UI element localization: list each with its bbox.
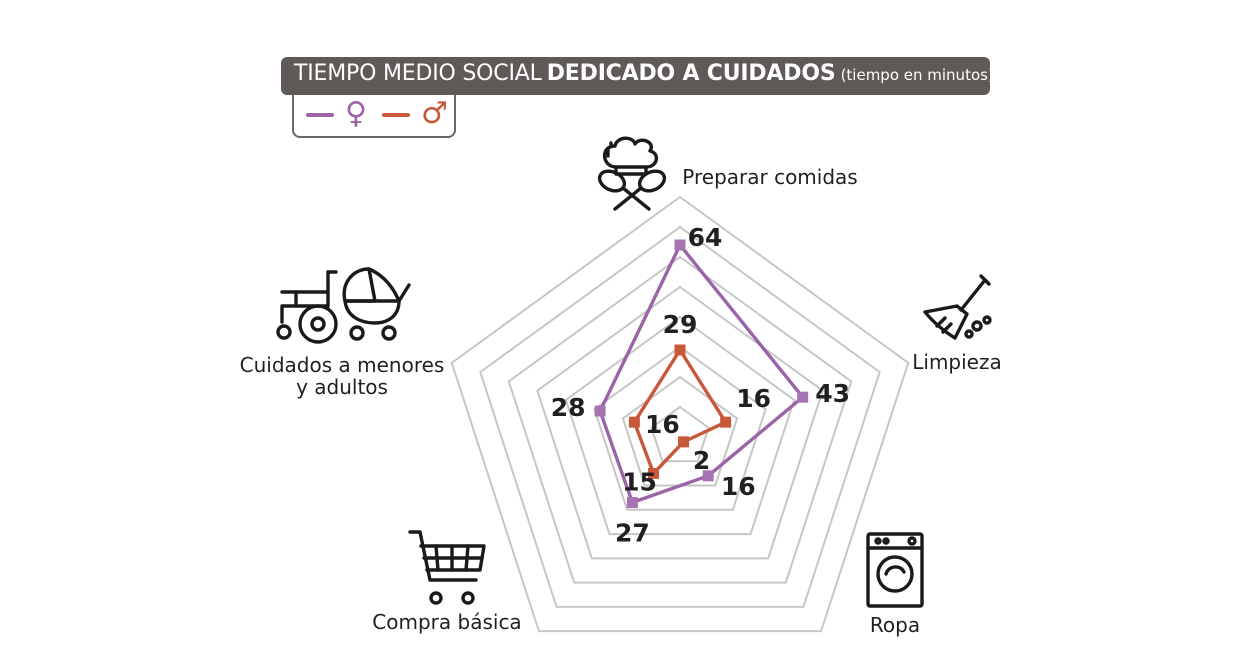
shopping-cart-icon xyxy=(408,530,486,605)
grid-ring-3 xyxy=(593,345,767,511)
value-label-male-3: 2 xyxy=(693,446,710,475)
legend-line-female xyxy=(306,113,334,117)
radar-grid xyxy=(450,195,910,633)
point-female-3 xyxy=(702,470,714,482)
radar-labels: 29 16 2 15 16 64 43 16 27 28 Preparar comidas Limpi… xyxy=(240,165,1002,637)
grid-ring-6 xyxy=(507,255,853,584)
series-line-female xyxy=(598,243,805,505)
category-label-5: Cuidados a menores y adultos xyxy=(240,353,445,399)
wheelchair-icon xyxy=(276,270,338,344)
legend: ♀ ♂ xyxy=(292,95,456,138)
value-label-male-2: 16 xyxy=(736,384,771,413)
grid-ring-7 xyxy=(479,225,881,608)
title-light: TIEMPO MEDIO SOCIAL xyxy=(294,61,542,86)
value-label-female-5: 28 xyxy=(551,393,586,422)
point-female-5 xyxy=(594,405,606,417)
broom-icon xyxy=(923,274,992,340)
grid-ring-1 xyxy=(650,405,710,463)
value-label-female-2: 43 xyxy=(815,379,850,408)
point-male-3 xyxy=(678,436,690,448)
value-label-female-4: 27 xyxy=(615,519,650,548)
point-male-2 xyxy=(720,416,732,428)
category-label-3: Ropa xyxy=(870,613,920,637)
baby-stroller-icon xyxy=(342,267,411,341)
value-label-female-3: 16 xyxy=(721,472,756,501)
grid-ring-4 xyxy=(564,315,796,536)
point-female-2 xyxy=(797,391,809,403)
category-label-1: Preparar comidas xyxy=(682,165,857,189)
title-unit: (tiempo en minutos) xyxy=(840,66,994,84)
grid-ring-8 xyxy=(450,195,910,633)
value-label-male-4: 15 xyxy=(622,467,657,496)
grid-ring-5 xyxy=(536,285,824,560)
point-male-5 xyxy=(628,416,640,428)
title-bold: DEDICADO A CUIDADOS xyxy=(546,61,836,86)
series-line-male xyxy=(632,348,728,476)
point-male-4 xyxy=(648,467,660,479)
legend-line-male xyxy=(382,113,410,117)
point-female-4 xyxy=(626,497,638,509)
chef-hat-cooking-icon xyxy=(597,136,667,211)
category-label-2: Limpieza xyxy=(912,350,1002,374)
point-female-1 xyxy=(674,239,686,251)
legend-male-symbol: ♂ xyxy=(421,96,448,131)
value-label-male-5: 16 xyxy=(645,410,680,439)
chart-title-bar: TIEMPO MEDIO SOCIAL DEDICADO A CUIDADOS … xyxy=(281,57,994,95)
value-label-male-1: 29 xyxy=(663,310,698,339)
radar-series xyxy=(594,239,809,509)
legend-female-symbol: ♀ xyxy=(345,96,367,131)
value-label-female-1: 64 xyxy=(688,223,723,252)
category-label-4: Compra básica xyxy=(372,610,521,634)
point-male-1 xyxy=(674,344,686,356)
washing-machine-icon xyxy=(866,532,924,608)
